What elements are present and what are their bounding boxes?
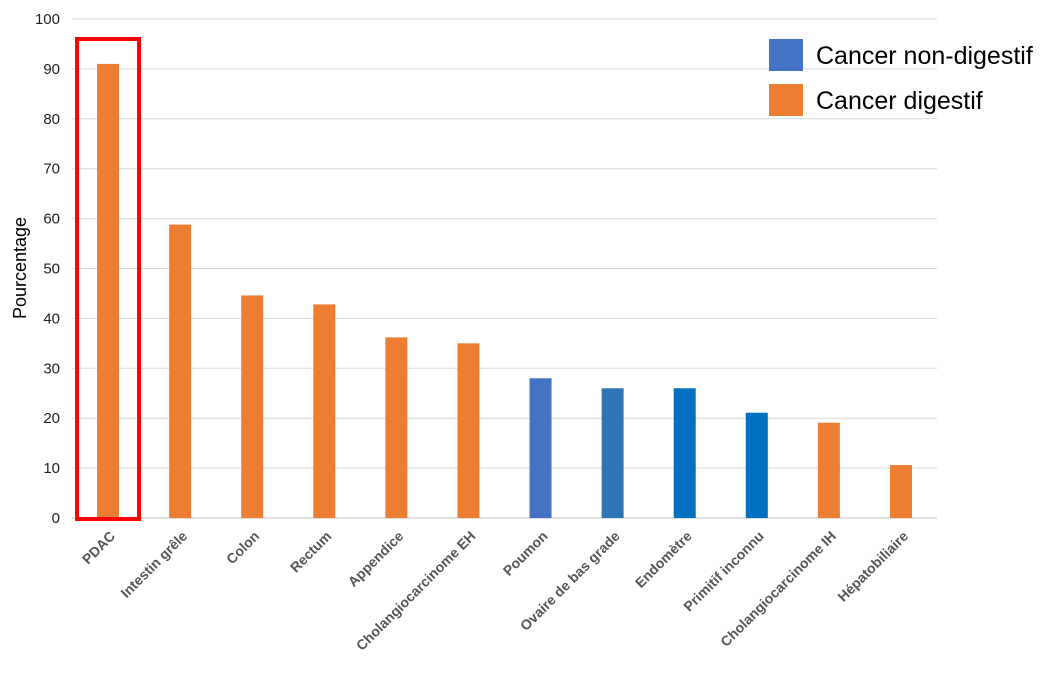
- bar: [385, 337, 408, 518]
- y-axis-ticks: 0 10 20 30 40 50 60 70 80 90 100: [35, 11, 60, 527]
- legend-label-digestive: Cancer digestif: [816, 87, 983, 115]
- x-tick-label: Poumon: [500, 528, 551, 579]
- legend-swatch-digestive: [769, 84, 803, 116]
- bars: [97, 63, 912, 518]
- bar: [169, 224, 192, 518]
- y-tick-label: 0: [52, 510, 60, 527]
- bar: [241, 295, 264, 518]
- bar: [889, 465, 912, 518]
- x-tick-label: Colon: [223, 528, 262, 567]
- highlight-box: [75, 37, 142, 521]
- y-tick-label: 40: [43, 310, 60, 327]
- gridlines: [72, 18, 937, 519]
- bar: [745, 412, 768, 518]
- y-tick-label: 20: [43, 410, 60, 427]
- y-tick-label: 60: [43, 211, 60, 228]
- x-tick-label: Cholangiocarcinome IH: [717, 528, 839, 650]
- bar: [97, 63, 120, 518]
- y-tick-label: 50: [43, 261, 60, 278]
- legend-swatch-non-digestive: [769, 39, 803, 71]
- legend-label-non-digestive: Cancer non-digestif: [816, 42, 1033, 70]
- bar: [673, 388, 696, 518]
- y-tick-label: 10: [43, 460, 60, 477]
- bar: [457, 343, 480, 518]
- bar: [313, 304, 336, 518]
- bar: [817, 422, 840, 518]
- x-tick-label: Cholangiocarcinome EH: [353, 528, 479, 654]
- y-tick-label: 70: [43, 161, 60, 178]
- y-tick-label: 80: [43, 111, 60, 128]
- bar: [529, 378, 552, 518]
- x-tick-label: Appendice: [345, 528, 407, 590]
- x-tick-label: Endomètre: [632, 528, 695, 591]
- x-tick-label: Hépatobiliaire: [834, 528, 911, 605]
- y-axis-label: Pourcentage: [10, 217, 30, 319]
- legend: Cancer non-digestif Cancer digestif: [769, 39, 1033, 116]
- y-tick-label: 30: [43, 360, 60, 377]
- x-tick-label: Intestin grêle: [117, 528, 190, 601]
- y-tick-label: 100: [35, 11, 60, 28]
- x-tick-label: Rectum: [287, 528, 335, 576]
- x-axis-ticks: PDAC Intestin grêle Colon Rectum AppendiceCh…: [79, 528, 911, 654]
- x-tick-label: PDAC: [79, 528, 118, 567]
- bar: [601, 388, 624, 518]
- y-tick-label: 90: [43, 61, 60, 78]
